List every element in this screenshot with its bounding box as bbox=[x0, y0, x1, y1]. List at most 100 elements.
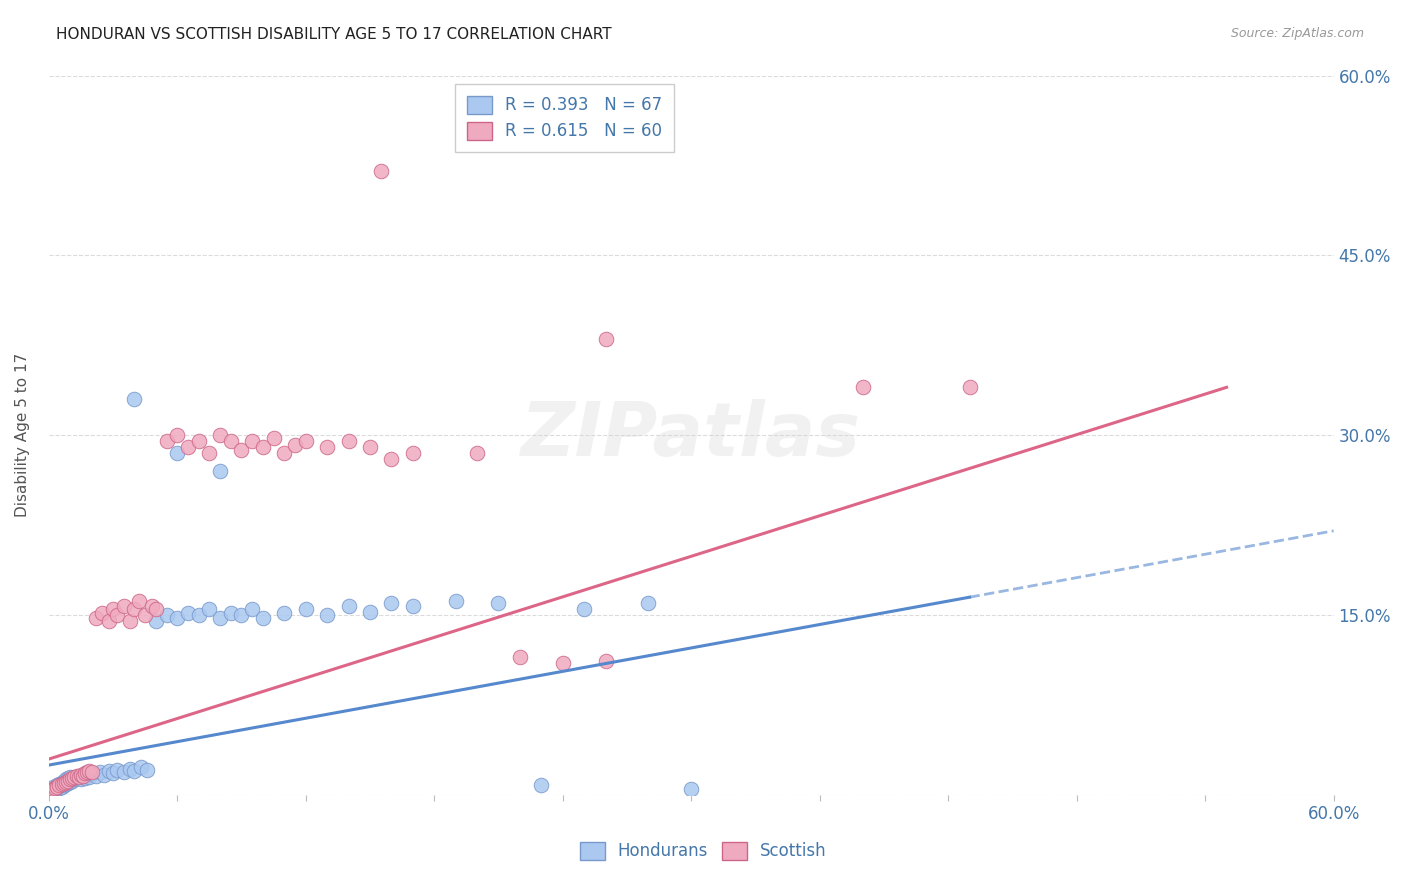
Point bbox=[112, 765, 135, 780]
Point bbox=[231, 608, 253, 623]
Point bbox=[187, 608, 209, 623]
Point bbox=[166, 446, 188, 460]
Point bbox=[60, 773, 83, 788]
Point bbox=[55, 775, 77, 789]
Point bbox=[124, 602, 146, 616]
Point bbox=[39, 783, 62, 797]
Point bbox=[56, 772, 79, 786]
Point bbox=[59, 770, 82, 784]
Point bbox=[166, 428, 188, 442]
Point bbox=[46, 779, 69, 793]
Text: ZIPatlas: ZIPatlas bbox=[522, 399, 862, 472]
Point bbox=[76, 767, 98, 781]
Point bbox=[141, 599, 163, 613]
Point bbox=[177, 440, 200, 454]
Point bbox=[60, 772, 83, 786]
Point bbox=[273, 446, 295, 460]
Point bbox=[75, 772, 97, 786]
Point bbox=[337, 599, 360, 613]
Point bbox=[959, 380, 981, 394]
Point bbox=[63, 770, 86, 784]
Point bbox=[79, 764, 101, 778]
Point bbox=[209, 428, 232, 442]
Point bbox=[65, 772, 87, 786]
Point bbox=[551, 656, 574, 670]
Point bbox=[59, 772, 82, 787]
Point bbox=[316, 608, 339, 623]
Point bbox=[488, 596, 510, 610]
Point bbox=[145, 602, 167, 616]
Point bbox=[84, 769, 107, 783]
Point bbox=[42, 784, 65, 798]
Point bbox=[155, 608, 177, 623]
Point bbox=[465, 446, 488, 460]
Point bbox=[51, 780, 73, 794]
Point bbox=[80, 766, 103, 780]
Point bbox=[124, 764, 146, 778]
Point bbox=[240, 602, 263, 616]
Point bbox=[509, 650, 531, 665]
Point bbox=[120, 762, 142, 776]
Point bbox=[851, 380, 873, 394]
Point bbox=[120, 614, 142, 628]
Point bbox=[97, 614, 120, 628]
Point bbox=[124, 392, 146, 407]
Point bbox=[134, 608, 156, 623]
Point bbox=[48, 780, 70, 795]
Point bbox=[93, 767, 115, 781]
Point bbox=[370, 164, 392, 178]
Point bbox=[89, 765, 111, 780]
Legend: Hondurans, Scottish: Hondurans, Scottish bbox=[569, 831, 837, 871]
Point bbox=[70, 767, 93, 781]
Point bbox=[70, 772, 93, 787]
Point bbox=[263, 431, 285, 445]
Point bbox=[55, 777, 77, 791]
Point bbox=[52, 773, 75, 788]
Point bbox=[72, 769, 94, 783]
Point bbox=[177, 606, 200, 620]
Point bbox=[42, 780, 65, 794]
Point bbox=[42, 782, 65, 797]
Point bbox=[52, 779, 75, 793]
Point bbox=[46, 780, 69, 794]
Point bbox=[145, 614, 167, 628]
Point bbox=[595, 654, 617, 668]
Point bbox=[48, 779, 70, 793]
Point bbox=[284, 438, 307, 452]
Point bbox=[530, 779, 553, 793]
Point bbox=[56, 773, 79, 788]
Point bbox=[198, 602, 221, 616]
Point bbox=[91, 606, 114, 620]
Point bbox=[55, 772, 77, 787]
Point bbox=[67, 770, 90, 784]
Point bbox=[595, 332, 617, 346]
Point bbox=[359, 605, 381, 619]
Point bbox=[402, 599, 425, 613]
Point bbox=[380, 596, 402, 610]
Point bbox=[101, 602, 124, 616]
Point bbox=[155, 434, 177, 449]
Point bbox=[72, 769, 94, 783]
Point bbox=[97, 764, 120, 778]
Point bbox=[380, 452, 402, 467]
Point bbox=[56, 776, 79, 790]
Point bbox=[51, 776, 73, 790]
Point bbox=[252, 610, 274, 624]
Y-axis label: Disability Age 5 to 17: Disability Age 5 to 17 bbox=[15, 353, 30, 517]
Point bbox=[101, 766, 124, 780]
Point bbox=[48, 777, 70, 791]
Point bbox=[63, 772, 86, 787]
Legend: R = 0.393   N = 67, R = 0.615   N = 60: R = 0.393 N = 67, R = 0.615 N = 60 bbox=[456, 84, 675, 152]
Point bbox=[76, 765, 98, 780]
Point bbox=[67, 770, 90, 784]
Point bbox=[572, 602, 595, 616]
Point bbox=[44, 780, 66, 795]
Point bbox=[402, 446, 425, 460]
Point bbox=[252, 440, 274, 454]
Point bbox=[46, 782, 69, 797]
Point bbox=[681, 782, 703, 797]
Point bbox=[273, 606, 295, 620]
Point bbox=[79, 770, 101, 784]
Point bbox=[294, 602, 316, 616]
Point bbox=[39, 782, 62, 797]
